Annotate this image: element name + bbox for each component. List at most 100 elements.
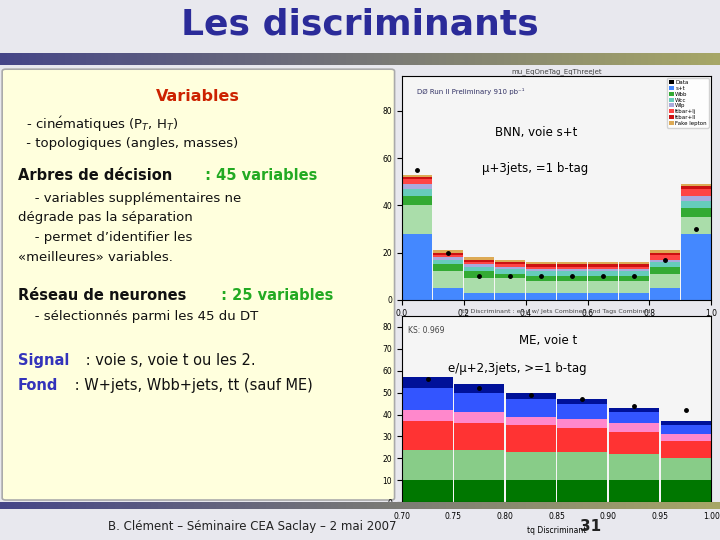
Bar bbox=[505, 426, 556, 452]
Bar bbox=[180, 502, 187, 509]
Bar bbox=[433, 255, 463, 257]
Bar bbox=[505, 393, 556, 399]
Bar bbox=[187, 53, 194, 65]
Text: B. Clément – Séminaire CEA Saclay – 2 mai 2007: B. Clément – Séminaire CEA Saclay – 2 ma… bbox=[108, 520, 396, 534]
Text: Arbres de décision: Arbres de décision bbox=[18, 167, 172, 183]
Bar bbox=[461, 502, 468, 509]
Bar bbox=[432, 53, 439, 65]
Bar bbox=[684, 53, 691, 65]
Bar bbox=[58, 53, 65, 65]
Bar bbox=[650, 274, 680, 288]
Bar bbox=[402, 377, 453, 388]
Bar bbox=[588, 276, 618, 281]
Bar bbox=[454, 450, 504, 480]
Text: - cin$\'{e}$matiques (P$_T$, H$_T$): - cin$\'{e}$matiques (P$_T$, H$_T$) bbox=[22, 115, 178, 134]
Bar bbox=[677, 53, 684, 65]
Bar bbox=[274, 502, 281, 509]
Bar bbox=[410, 53, 418, 65]
Bar bbox=[526, 264, 556, 267]
Bar bbox=[650, 260, 680, 262]
Bar bbox=[677, 502, 684, 509]
Bar bbox=[310, 502, 317, 509]
Bar bbox=[86, 53, 94, 65]
Bar bbox=[0, 53, 7, 65]
Bar bbox=[562, 502, 569, 509]
Bar bbox=[360, 502, 367, 509]
Bar bbox=[612, 53, 619, 65]
Bar bbox=[495, 260, 525, 262]
Bar bbox=[410, 502, 418, 509]
Bar bbox=[402, 205, 432, 234]
Bar bbox=[425, 53, 432, 65]
Bar bbox=[634, 53, 641, 65]
Bar bbox=[681, 184, 711, 186]
Bar bbox=[50, 53, 58, 65]
Bar bbox=[464, 279, 494, 293]
Bar bbox=[454, 393, 504, 413]
Bar bbox=[605, 53, 612, 65]
Bar bbox=[14, 53, 22, 65]
Bar bbox=[588, 281, 618, 293]
Bar bbox=[402, 450, 453, 480]
Bar bbox=[495, 264, 525, 267]
Bar bbox=[367, 53, 374, 65]
Bar bbox=[557, 269, 587, 272]
Bar bbox=[433, 253, 463, 255]
Bar bbox=[576, 502, 583, 509]
Bar bbox=[338, 53, 346, 65]
Bar bbox=[660, 434, 711, 441]
Bar bbox=[22, 502, 29, 509]
Bar bbox=[94, 502, 101, 509]
Bar bbox=[108, 502, 115, 509]
Bar bbox=[22, 53, 29, 65]
Bar bbox=[180, 53, 187, 65]
Bar bbox=[706, 502, 713, 509]
Bar bbox=[86, 502, 94, 509]
Bar bbox=[681, 186, 711, 189]
Bar bbox=[122, 53, 130, 65]
Bar bbox=[490, 502, 497, 509]
Bar bbox=[660, 480, 711, 502]
Bar bbox=[557, 262, 587, 264]
Bar bbox=[526, 293, 556, 300]
Bar bbox=[526, 272, 556, 276]
Bar bbox=[598, 53, 605, 65]
Bar bbox=[238, 502, 245, 509]
Bar bbox=[288, 53, 295, 65]
Bar bbox=[634, 502, 641, 509]
Bar bbox=[576, 53, 583, 65]
Bar bbox=[495, 274, 525, 279]
Bar bbox=[526, 276, 556, 281]
Bar bbox=[518, 53, 526, 65]
Bar bbox=[402, 184, 432, 189]
Bar bbox=[612, 502, 619, 509]
Bar bbox=[518, 502, 526, 509]
Bar bbox=[72, 502, 79, 509]
Bar bbox=[660, 441, 711, 458]
Bar bbox=[681, 189, 711, 196]
Bar bbox=[588, 293, 618, 300]
Bar bbox=[389, 502, 396, 509]
Bar bbox=[619, 264, 649, 267]
Bar bbox=[43, 502, 50, 509]
Bar bbox=[684, 502, 691, 509]
Text: e/μ+2,3jets, >=1 b-tag: e/μ+2,3jets, >=1 b-tag bbox=[448, 362, 587, 375]
Bar bbox=[660, 426, 711, 434]
Bar bbox=[619, 276, 649, 281]
Bar bbox=[433, 260, 463, 264]
Bar bbox=[418, 53, 425, 65]
Bar bbox=[173, 53, 180, 65]
Bar bbox=[331, 53, 338, 65]
Text: «meilleures» variables.: «meilleures» variables. bbox=[18, 251, 173, 264]
Text: : voie s, voie t ou les 2.: : voie s, voie t ou les 2. bbox=[81, 354, 256, 368]
Bar bbox=[626, 53, 634, 65]
Bar bbox=[58, 502, 65, 509]
Bar bbox=[446, 53, 454, 65]
Bar bbox=[454, 502, 461, 509]
Bar bbox=[609, 454, 659, 480]
Bar bbox=[295, 53, 302, 65]
Bar bbox=[490, 53, 497, 65]
Bar bbox=[562, 53, 569, 65]
Bar bbox=[454, 413, 504, 423]
Bar bbox=[482, 53, 490, 65]
